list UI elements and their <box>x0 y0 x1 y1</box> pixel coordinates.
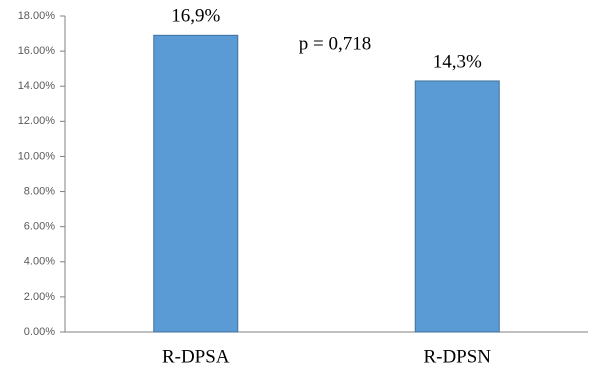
y-tick-label: 14.00% <box>18 80 56 92</box>
y-tick-label: 6.00% <box>24 221 55 233</box>
annotation: p = 0,718 <box>299 33 371 54</box>
bar <box>414 80 500 333</box>
x-tick-label: R-DPSN <box>423 346 491 367</box>
y-tick-label: 0.00% <box>24 326 55 338</box>
y-tick-label: 18.00% <box>18 10 56 22</box>
x-tick-label: R-DPSA <box>162 346 230 367</box>
y-tick-label: 4.00% <box>24 256 55 268</box>
y-tick-label: 10.00% <box>18 150 56 162</box>
y-tick-label: 16.00% <box>18 45 56 57</box>
data-label: 14,3% <box>433 51 482 72</box>
y-tick-label: 12.00% <box>18 115 56 127</box>
data-label: 16,9% <box>171 6 220 27</box>
y-tick-label: 2.00% <box>24 291 55 303</box>
bar <box>153 34 239 333</box>
y-tick-label: 8.00% <box>24 185 55 197</box>
